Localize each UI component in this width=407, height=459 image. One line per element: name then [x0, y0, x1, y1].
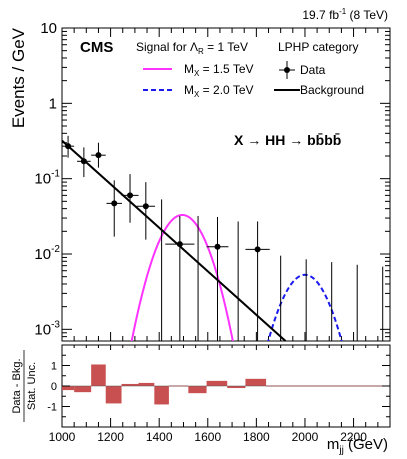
data-point-marker	[214, 243, 221, 250]
pull-bar	[138, 382, 155, 386]
data-point-marker	[80, 158, 87, 165]
data-point-marker	[111, 200, 118, 207]
x-tick-label: 1800	[243, 430, 270, 444]
data-point	[77, 147, 91, 178]
x-tick-label: 2000	[292, 430, 319, 444]
main-y-axis-title: Events / GeV	[9, 27, 28, 128]
data-point-marker	[254, 246, 261, 253]
ratio-y-axis-title-line2: Stat. Unc.	[26, 362, 38, 410]
data-point	[136, 182, 156, 240]
y-tick-label: 10-1	[34, 169, 60, 188]
pull-bar	[154, 386, 169, 405]
data-point	[106, 180, 123, 237]
category-label: LPHP category	[278, 40, 359, 54]
data-point-marker	[142, 203, 149, 210]
pull-bar	[91, 364, 106, 386]
background-fit-line	[62, 139, 287, 341]
legend-data-marker	[284, 67, 290, 73]
main-panel-frame	[61, 27, 391, 342]
y-tick-label: 10	[40, 20, 57, 37]
x-tick-label: 1000	[49, 430, 76, 444]
ratio-plot-area	[62, 364, 390, 405]
pull-bar	[227, 386, 246, 389]
pull-bar	[121, 383, 139, 386]
pull-bar	[105, 386, 122, 404]
lumi-label: 19.7 fb-1 (8 TeV)	[302, 7, 388, 22]
pull-bar	[188, 386, 207, 394]
x-tick-label: 1600	[194, 430, 221, 444]
data-point-marker	[95, 152, 102, 159]
data-point	[121, 174, 139, 223]
data-point	[245, 221, 270, 341]
x-tick-label: 1400	[146, 430, 173, 444]
main-plot-area	[62, 135, 384, 341]
data-point	[62, 135, 75, 158]
ratio-axis-ticks: 1000 1200 1400 1600 1800 2000 2200 -1 0 1	[47, 345, 390, 444]
ratio-y-tick-label: 0	[51, 381, 57, 393]
pull-bar	[62, 386, 75, 391]
x-axis-title: mjj (GeV)	[327, 436, 388, 456]
ratio-y-tick-label: 1	[51, 361, 57, 373]
process-label: X → HH → bb̄bb̄	[234, 131, 341, 148]
pull-bar	[74, 386, 92, 393]
y-tick-label: 10-3	[34, 319, 60, 338]
data-point-marker	[65, 143, 72, 150]
legend-signal-2-label: MX = 2.0 TeV	[184, 83, 254, 99]
x-tick-label: 2200	[340, 430, 367, 444]
signal-2-curve	[267, 273, 343, 341]
experiment-label: CMS	[80, 39, 113, 56]
legend-data-label: Data	[300, 63, 326, 77]
y-tick-label: 10-2	[34, 244, 60, 263]
pull-bar	[206, 380, 228, 386]
data-point	[91, 142, 106, 168]
pull-bar	[245, 378, 267, 386]
ratio-y-tick-label: -1	[47, 402, 57, 414]
data-point	[206, 216, 229, 341]
ratio-y-axis-title-line1: Data - Bkg.	[11, 358, 23, 413]
data-point	[165, 215, 195, 341]
signal-legend-title: Signal for ΛR = 1 TeV	[136, 40, 248, 56]
data-point-marker	[176, 241, 183, 248]
legend-signal-1-label: MX = 1.5 TeV	[184, 62, 254, 78]
legend-background-label: Background	[300, 83, 364, 97]
y-tick-label: 1	[49, 95, 57, 112]
main-axis-ticks: 10 1 10-1 10-2 10-3	[34, 20, 390, 342]
x-tick-label: 1200	[97, 430, 124, 444]
legend: MX = 1.5 TeV MX = 2.0 TeV Data Backgroun…	[143, 61, 364, 99]
data-point-marker	[127, 192, 134, 199]
